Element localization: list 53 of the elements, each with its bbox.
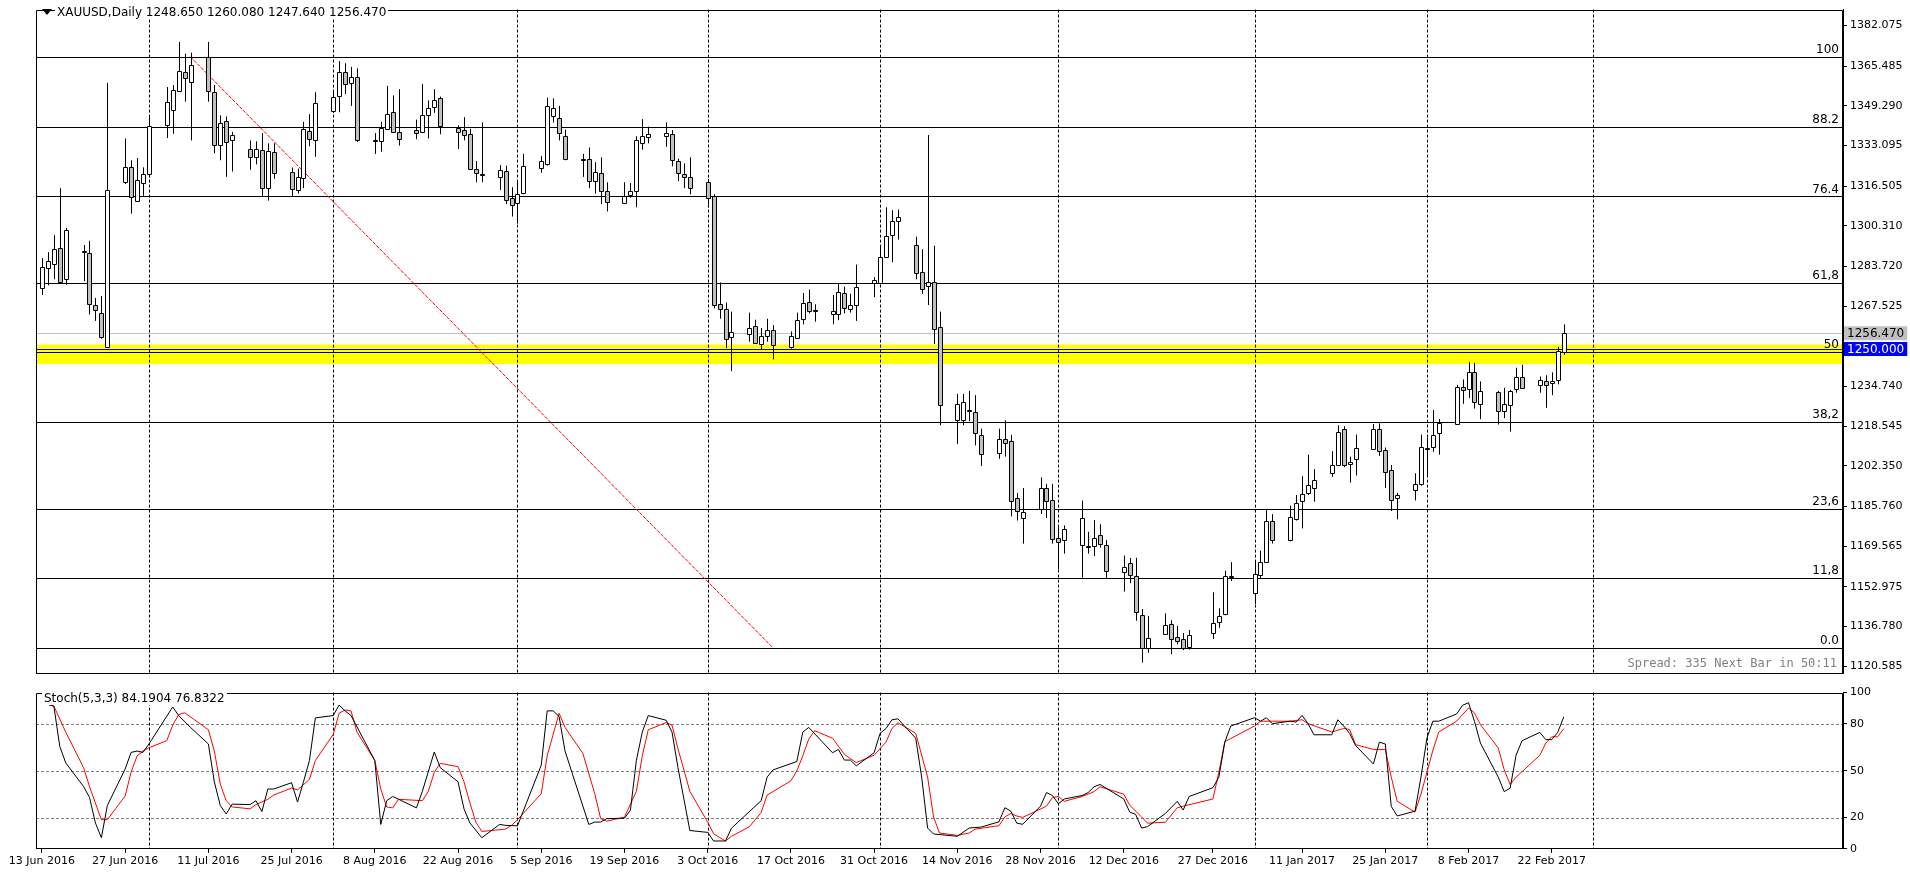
ref-line-label: 1256.470 (1847, 325, 1905, 340)
annotation: 88.2 (1812, 111, 1839, 126)
y-tick-label: 20 (1850, 810, 1864, 824)
y-tick-label: 1185.760 (1850, 499, 1903, 513)
x-tick-label: 5 Sep 2016 (509, 854, 573, 868)
y-tick-label: 1349.290 (1850, 98, 1903, 112)
x-tick-label: 12 Dec 2016 (1088, 854, 1159, 868)
annotation: 0.0 (1819, 633, 1839, 648)
chart-title: XAUUSD,Daily 1248.650 1260.080 1247.640 1256.470 (55, 5, 389, 19)
y-tick-label: 1234.740 (1850, 379, 1903, 393)
y-tick-label: 80 (1850, 716, 1864, 730)
x-tick-label: 25 Jan 2017 (1352, 854, 1419, 868)
x-tick-label: 22 Aug 2016 (422, 854, 494, 868)
y-tick-label: 1202.350 (1850, 458, 1903, 472)
x-tick-label: 8 Feb 2017 (1437, 854, 1500, 868)
y-tick-label: 1169.565 (1850, 538, 1903, 552)
y-tick-label: 1267.525 (1850, 299, 1903, 313)
x-tick-label: 8 Aug 2016 (343, 854, 407, 868)
x-tick-label: 14 Nov 2016 (922, 854, 993, 868)
y-tick-label: 1382.075 (1850, 18, 1903, 32)
annotation: 76.4 (1812, 181, 1839, 196)
x-tick-label: 17 Oct 2016 (756, 854, 825, 868)
y-tick-label: 1316.505 (1850, 179, 1903, 193)
annotation: 38,2 (1812, 407, 1839, 422)
y-tick-label: 0 (1850, 841, 1857, 855)
y-tick-label: 1300.310 (1850, 218, 1903, 232)
ref-line-label: 1250.000 (1847, 341, 1905, 356)
y-tick-label: 1333.095 (1850, 138, 1903, 152)
chart-title: Stoch(5,3,3) 84.1904 76.8322 (42, 691, 227, 705)
annotation: 100 (1816, 42, 1839, 56)
x-tick-label: 13 Jun 2016 (8, 854, 76, 868)
y-tick-label: 1365.485 (1850, 59, 1903, 73)
x-tick-label: 19 Sep 2016 (589, 854, 660, 868)
y-tick-label: 1152.975 (1850, 579, 1903, 593)
x-tick-label: 11 Jul 2016 (177, 854, 240, 868)
annotation: 23,6 (1812, 493, 1839, 508)
y-tick-label: 1218.545 (1850, 419, 1903, 432)
y-tick-label: 1136.780 (1850, 619, 1903, 633)
x-tick-label: 3 Oct 2016 (677, 854, 739, 868)
y-tick-label: 1120.585 (1850, 658, 1903, 672)
x-tick-label: 27 Dec 2016 (1177, 854, 1249, 868)
y-tick-label: 100 (1850, 685, 1871, 699)
x-tick-label: 28 Nov 2016 (1005, 854, 1076, 868)
x-tick-label: 31 Oct 2016 (840, 854, 909, 868)
y-tick-label: 50 (1850, 763, 1864, 777)
annotation: Spread: 335 Next Bar in 50:11 (1627, 655, 1837, 670)
x-tick-label: 25 Jul 2016 (260, 854, 323, 868)
x-tick-label: 22 Feb 2017 (1517, 854, 1586, 868)
x-tick-label: 11 Jan 2017 (1269, 854, 1336, 868)
annotation: 11,8 (1812, 563, 1839, 578)
y-tick-label: 1283.720 (1850, 259, 1903, 273)
annotation: 61,8 (1812, 267, 1839, 282)
x-tick-label: 27 Jun 2016 (92, 854, 159, 868)
